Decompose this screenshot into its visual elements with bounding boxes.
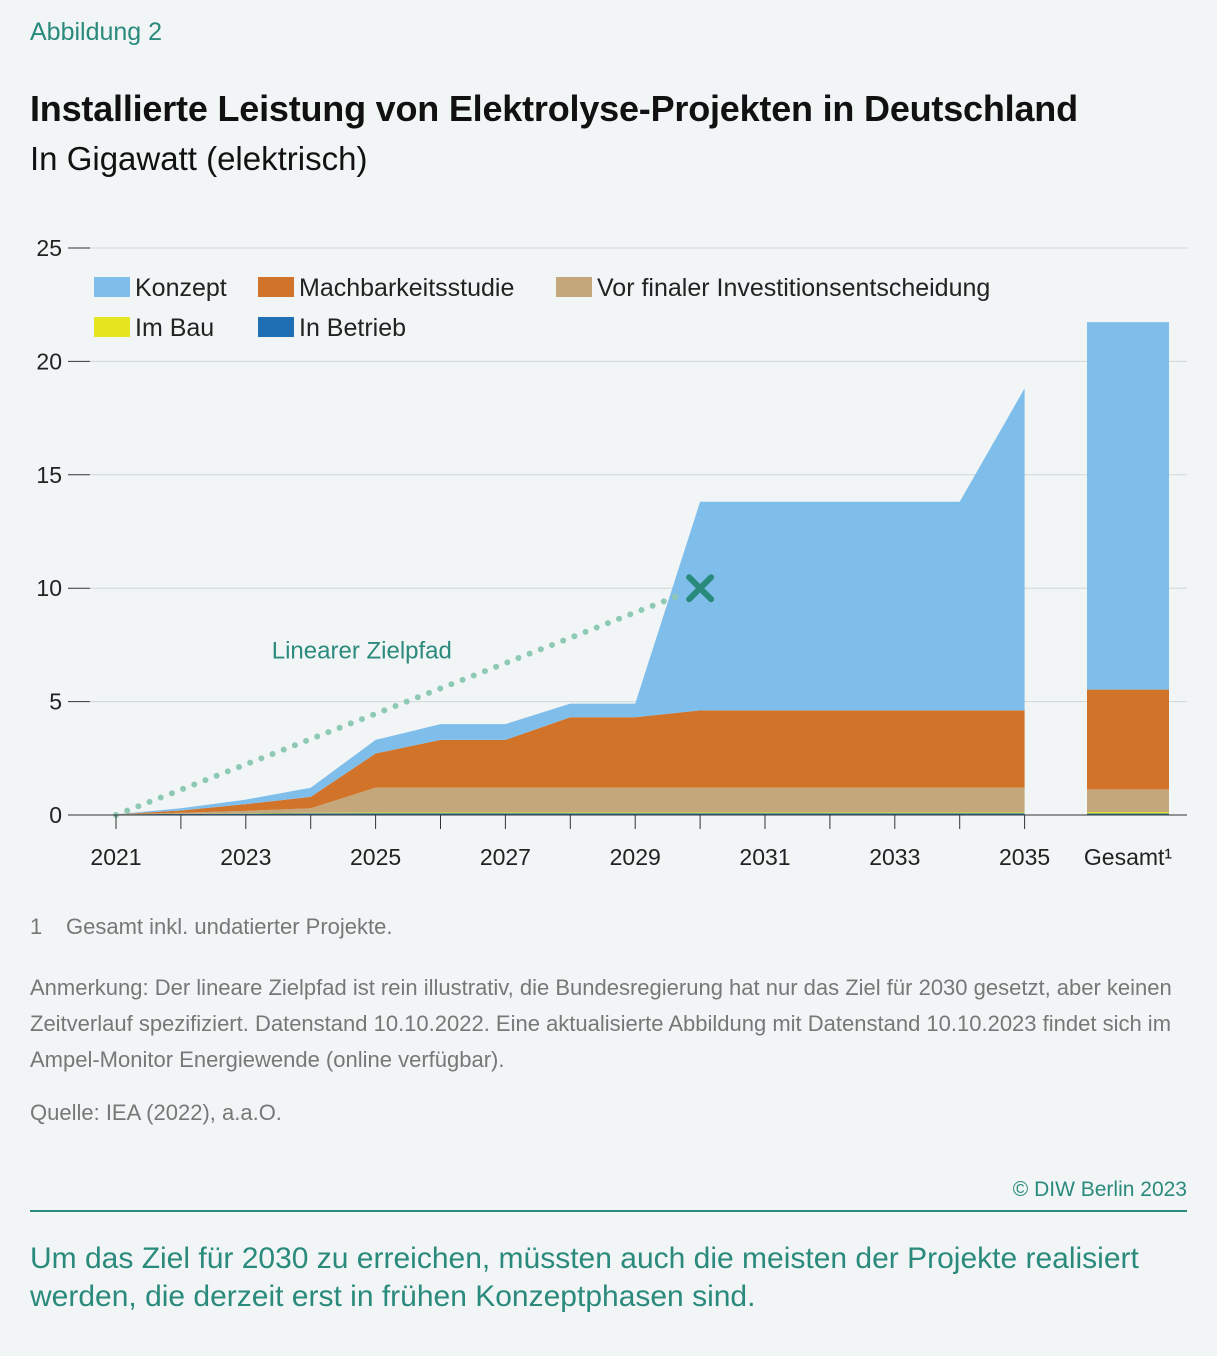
legend-label-im_bau: Im Bau (135, 314, 214, 342)
legend-swatch-in_betrieb (258, 317, 294, 337)
x-tick-label: 2031 (739, 844, 790, 870)
copyright: © DIW Berlin 2023 (1012, 1178, 1187, 1201)
footnote-text: Gesamt inkl. undatierter Projekte. (66, 914, 393, 939)
total-bar-in_betrieb (1087, 812, 1169, 815)
legend-swatch-vor_fid (556, 277, 592, 297)
area-im_bau (116, 812, 1025, 815)
x-tick-label: Gesamt¹ (1084, 844, 1173, 870)
divider (30, 1210, 1187, 1212)
target-marker-stroke (686, 574, 715, 603)
note-text: Anmerkung: Der lineare Zielpfad ist rein… (30, 975, 1172, 1072)
footnote-number: 1 (30, 914, 43, 939)
x-tick-label: 2023 (220, 844, 271, 870)
total-bar-vor_fid (1087, 789, 1169, 813)
legend-swatch-konzept (94, 277, 130, 297)
target-path-line (113, 591, 686, 818)
y-tick-label: 25 (36, 235, 62, 261)
x-tick-label: 2025 (350, 844, 401, 870)
total-bar-machbarkeitsstudie (1087, 689, 1169, 790)
target-path-label: Linearer Zielpfad (272, 638, 452, 665)
y-tick-label: 20 (36, 348, 62, 374)
figure-label: Abbildung 2 (30, 18, 163, 46)
area-vor_fid (116, 787, 1025, 815)
total-bar-konzept (1087, 322, 1169, 690)
area-machbarkeitsstudie (116, 710, 1025, 815)
legend-label-vor_fid: Vor finaler Investitionsentscheidung (597, 274, 990, 302)
x-tick-label: 2027 (480, 844, 531, 870)
legend-swatch-im_bau (94, 317, 130, 337)
y-tick-label: 15 (36, 462, 62, 488)
x-tick-label: 2021 (90, 844, 141, 870)
chart-subtitle: In Gigawatt (elektrisch) (30, 140, 368, 177)
source-text: Quelle: IEA (2022), a.a.O. (30, 1100, 282, 1125)
legend-label-machbarkeitsstudie: Machbarkeitsstudie (299, 274, 514, 302)
footnote: 1 Gesamt inkl. undatierter Projekte. (30, 914, 392, 940)
takeaway-text: Um das Ziel für 2030 zu erreichen, müsst… (30, 1242, 1139, 1313)
area-konzept (116, 388, 1025, 815)
y-tick-label: 10 (36, 575, 62, 601)
x-tick-label: 2033 (869, 844, 920, 870)
target-marker (686, 574, 715, 603)
legend-label-konzept: Konzept (135, 274, 227, 302)
x-tick-label: 2029 (610, 844, 661, 870)
x-tick-label: 2035 (999, 844, 1050, 870)
chart-title: Installierte Leistung von Elektrolyse-Pr… (30, 88, 1078, 129)
y-tick-label: 0 (49, 802, 62, 828)
total-bar-im_bau (1087, 812, 1169, 814)
legend-swatch-machbarkeitsstudie (258, 277, 294, 297)
legend-label-in_betrieb: In Betrieb (299, 314, 406, 342)
y-tick-label: 5 (49, 689, 62, 715)
